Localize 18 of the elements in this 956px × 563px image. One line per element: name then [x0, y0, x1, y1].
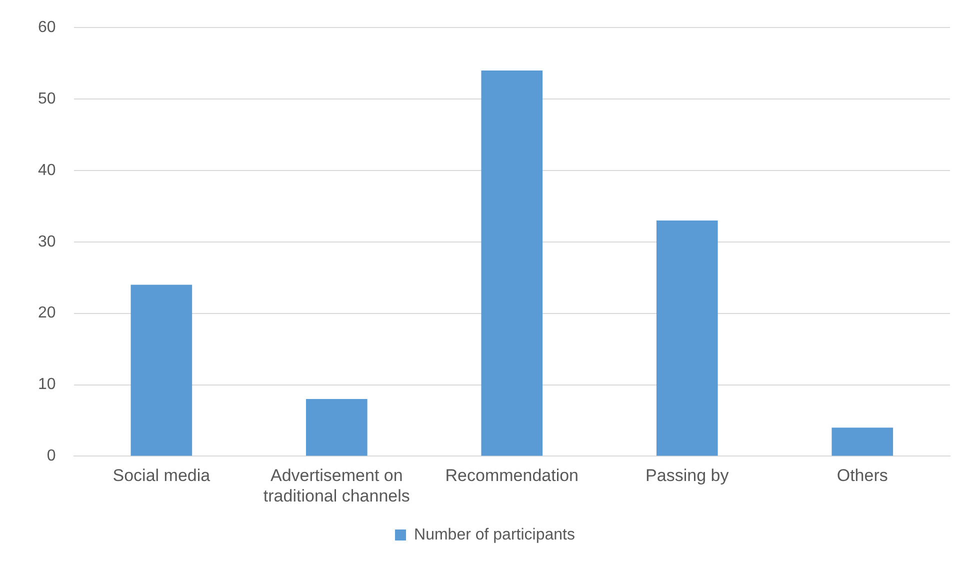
- y-tick-label: 30: [38, 233, 56, 250]
- x-tick-label: Others: [836, 466, 888, 486]
- bar: [656, 220, 718, 456]
- bar: [832, 428, 894, 456]
- y-tick-label: 20: [38, 304, 56, 322]
- x-tick-label: Advertisement on traditional channels: [263, 466, 410, 506]
- y-tick-label: 40: [38, 162, 56, 179]
- x-tick-label: Recommendation: [445, 466, 579, 486]
- bar: [306, 399, 368, 456]
- y-tick-label: 10: [38, 376, 56, 394]
- x-tick-label: Passing by: [646, 466, 730, 486]
- bar: [130, 284, 192, 456]
- y-tick-label: 0: [46, 448, 56, 465]
- y-tick-label: 60: [38, 19, 56, 36]
- legend-label: Number of participants: [414, 526, 575, 544]
- bar: [481, 70, 543, 456]
- y-tick-label: 50: [38, 90, 56, 108]
- x-tick-label: Social media: [112, 466, 211, 486]
